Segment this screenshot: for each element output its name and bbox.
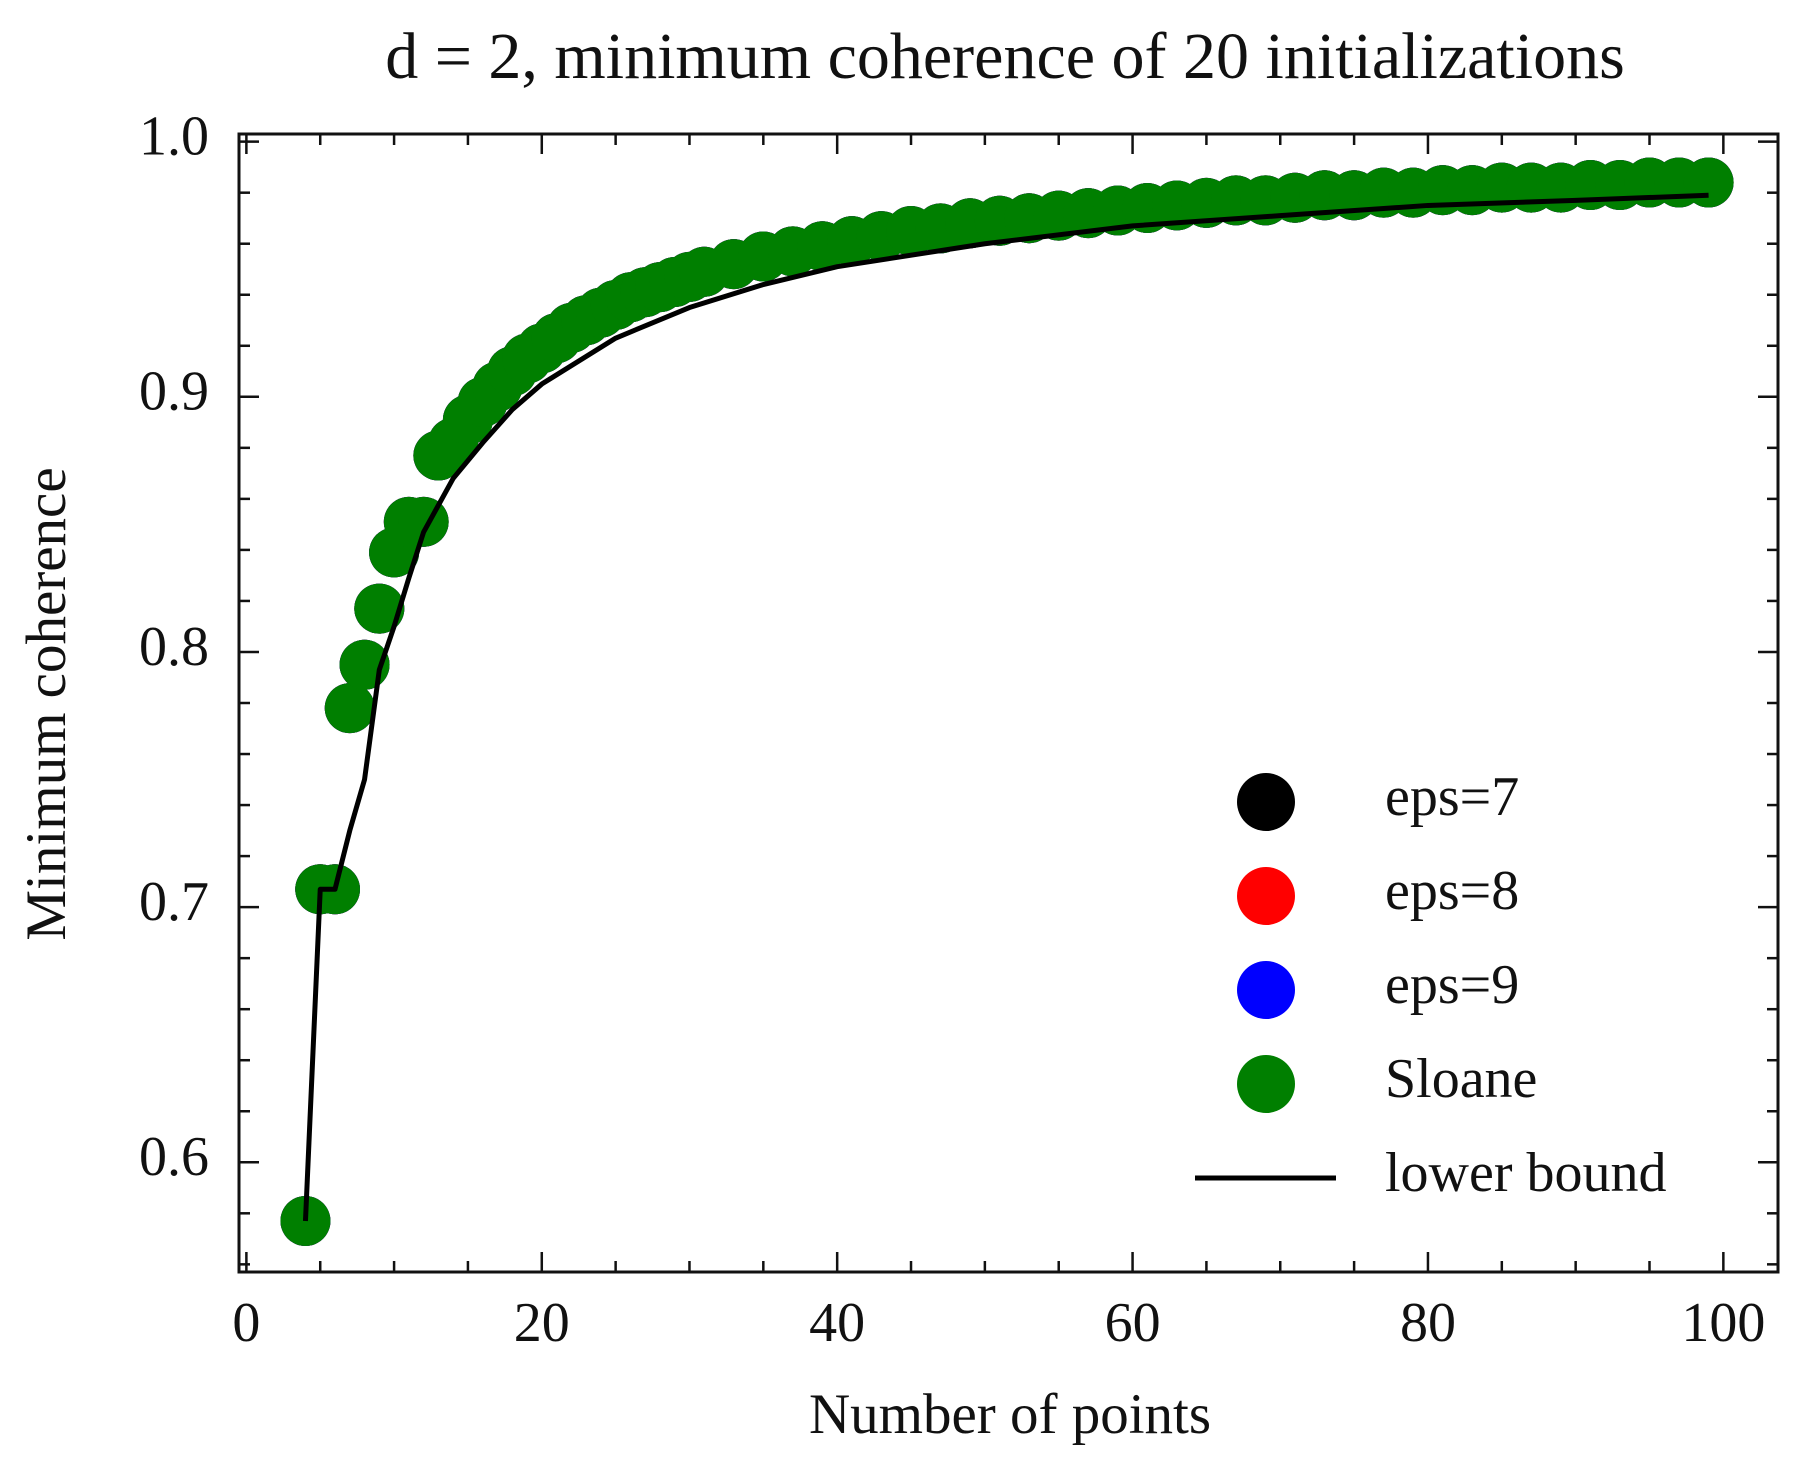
- y-tick-label: 0.9: [139, 361, 209, 423]
- x-tick-label: 20: [514, 1292, 570, 1354]
- legend-label: eps=9: [1385, 954, 1519, 1016]
- y-tick-label: 0.6: [139, 1126, 209, 1188]
- x-tick-label: 0: [232, 1292, 260, 1354]
- x-axis-label: Number of points: [809, 1383, 1211, 1446]
- y-tick-label: 0.7: [139, 871, 209, 933]
- legend-label: eps=8: [1385, 860, 1519, 922]
- legend-marker: [1237, 773, 1295, 831]
- legend-marker: [1237, 961, 1295, 1019]
- data-point: [1683, 157, 1734, 208]
- x-tick-label: 80: [1400, 1292, 1456, 1354]
- legend-marker: [1237, 867, 1295, 925]
- legend-label: lower bound: [1385, 1142, 1667, 1204]
- x-tick-label: 40: [809, 1292, 865, 1354]
- plot-frame: [237, 132, 1780, 1274]
- y-axis-label: Minimum coherence: [15, 467, 78, 940]
- x-tick-label: 60: [1105, 1292, 1161, 1354]
- legend-marker: [1237, 1055, 1295, 1113]
- line: [302, 192, 1709, 1222]
- y-tick-label: 0.8: [139, 616, 209, 678]
- data-point: [354, 583, 405, 634]
- legend-label: Sloane: [1385, 1048, 1537, 1110]
- y-tick-label: 1.0: [139, 105, 209, 167]
- chart-title: d = 2, minimum coherence of 20 initializ…: [385, 20, 1625, 93]
- legend-label: eps=7: [1385, 766, 1519, 828]
- x-tick-label: 100: [1681, 1292, 1765, 1354]
- data-point: [324, 683, 375, 734]
